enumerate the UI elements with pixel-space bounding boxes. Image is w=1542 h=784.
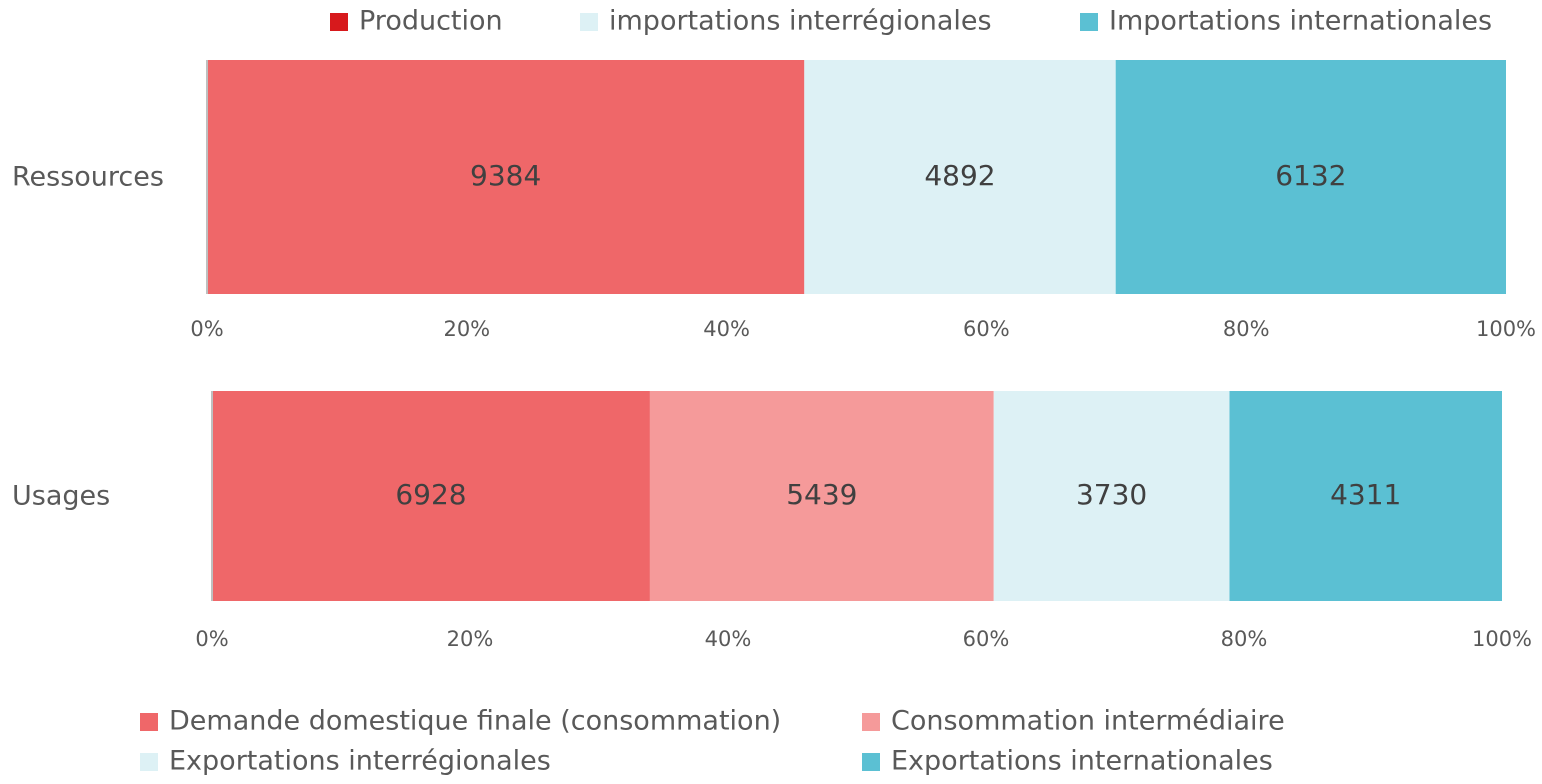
- bar-segment: [1229, 391, 1502, 601]
- bar-segment: [993, 391, 1230, 601]
- legend-swatch: [140, 713, 158, 731]
- x-tick-label: 100%: [1476, 317, 1536, 341]
- x-tick-label: 20%: [447, 627, 494, 651]
- category-label: Ressources: [12, 162, 164, 193]
- x-tick-label: 40%: [705, 627, 752, 651]
- data-label: 6928: [395, 478, 466, 511]
- legend-label: Demande domestique finale (consommation): [169, 706, 781, 737]
- legend-swatch: [862, 713, 880, 731]
- data-label: 3730: [1076, 478, 1147, 511]
- x-tick-label: 100%: [1472, 627, 1532, 651]
- legend-swatch: [580, 13, 598, 31]
- data-label: 4311: [1330, 478, 1401, 511]
- legend-swatch: [1080, 13, 1098, 31]
- legend-label: Importations internationales: [1109, 6, 1492, 37]
- x-tick-label: 40%: [703, 317, 750, 341]
- data-label: 4892: [924, 159, 995, 192]
- legend-label: importations interrégionales: [609, 6, 992, 37]
- bar-segment: [1115, 60, 1506, 294]
- x-tick-label: 60%: [963, 627, 1010, 651]
- legend-label: Production: [359, 6, 503, 37]
- bar-segment: [804, 60, 1116, 294]
- data-label: 9384: [470, 159, 541, 192]
- x-tick-label: 60%: [963, 317, 1010, 341]
- x-tick-label: 0%: [195, 627, 228, 651]
- bar-segment: [207, 60, 805, 294]
- legend-swatch: [330, 13, 348, 31]
- x-tick-label: 80%: [1221, 627, 1268, 651]
- legend-label: Exportations interrégionales: [169, 746, 551, 777]
- category-label: Usages: [12, 481, 110, 512]
- x-tick-label: 80%: [1223, 317, 1270, 341]
- data-label: 5439: [786, 478, 857, 511]
- bar-segment: [212, 391, 650, 601]
- data-label: 6132: [1275, 159, 1346, 192]
- x-tick-label: 20%: [443, 317, 490, 341]
- bar-segment: [649, 391, 994, 601]
- legend-label: Consommation intermédiaire: [891, 706, 1285, 737]
- legend-label: Exportations internationales: [891, 746, 1273, 777]
- x-tick-label: 0%: [190, 317, 223, 341]
- legend-swatch: [862, 753, 880, 771]
- legend-swatch: [140, 753, 158, 771]
